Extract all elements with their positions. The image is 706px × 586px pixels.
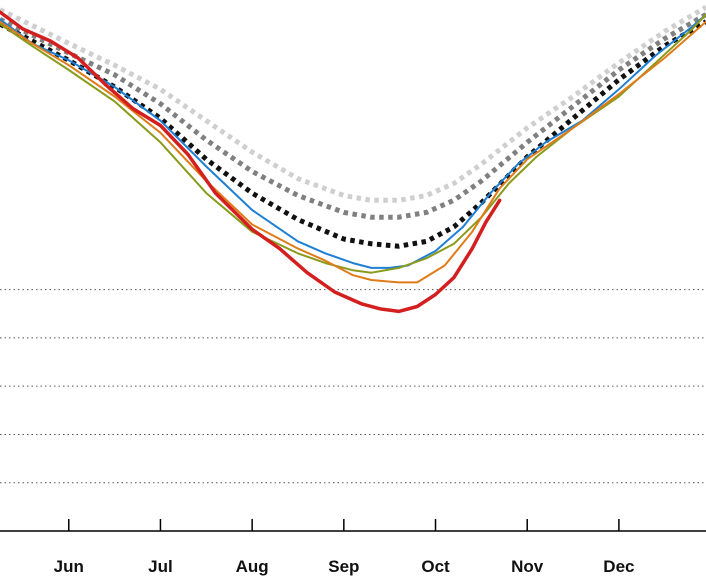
- series-line-6: [0, 10, 502, 314]
- x-tick-label-oct: Oct: [421, 557, 450, 576]
- gridlines: [0, 289, 706, 484]
- series-lines: [0, 5, 706, 314]
- series-line-1: [0, 12, 706, 220]
- series-line-0: [0, 5, 706, 203]
- x-tick-label-aug: Aug: [236, 557, 269, 576]
- series-line-2: [0, 19, 706, 249]
- x-tick-label-sep: Sep: [328, 557, 359, 576]
- series-line-3: [0, 13, 706, 269]
- x-tick-label-nov: Nov: [511, 557, 544, 576]
- x-tick-label-jul: Jul: [148, 557, 173, 576]
- series-line-4: [0, 13, 706, 274]
- x-tick-label-dec: Dec: [603, 557, 634, 576]
- series-line-5: [0, 20, 706, 284]
- x-tick-label-jun: Jun: [54, 557, 84, 576]
- x-ticks: Jun Jul Aug Sep Oct Nov Dec: [54, 519, 634, 576]
